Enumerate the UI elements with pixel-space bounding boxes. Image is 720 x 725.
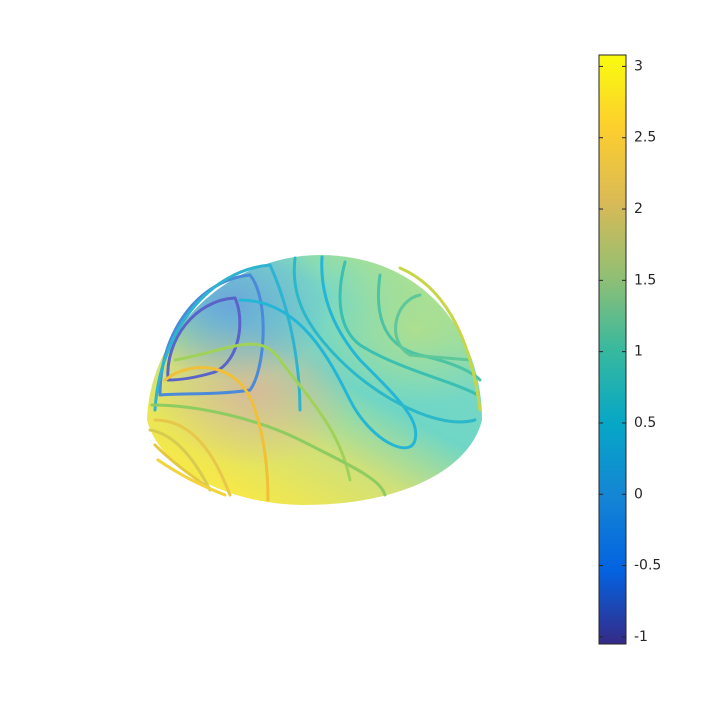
colorbar-tick-label: -1 (634, 629, 648, 645)
colorbar-tick-label: 1 (634, 344, 643, 360)
colorbar-tick-label: 0.5 (634, 415, 656, 431)
colorbar-tick-label: -0.5 (634, 558, 661, 574)
colorbar-tick-label: 2.5 (634, 130, 656, 146)
contour-lines (148, 255, 482, 502)
colorbar (598, 54, 627, 645)
colorbar-ticks: -1 -0.5 0 0.5 1 1.5 2 2.5 3 (599, 58, 661, 645)
colorbar-tick-label: 3 (634, 58, 643, 74)
colorbar-tick-label: 2 (634, 201, 643, 217)
colorbar-tick-label: 0 (634, 486, 643, 502)
colorbar-tick-label: 1.5 (634, 272, 656, 288)
